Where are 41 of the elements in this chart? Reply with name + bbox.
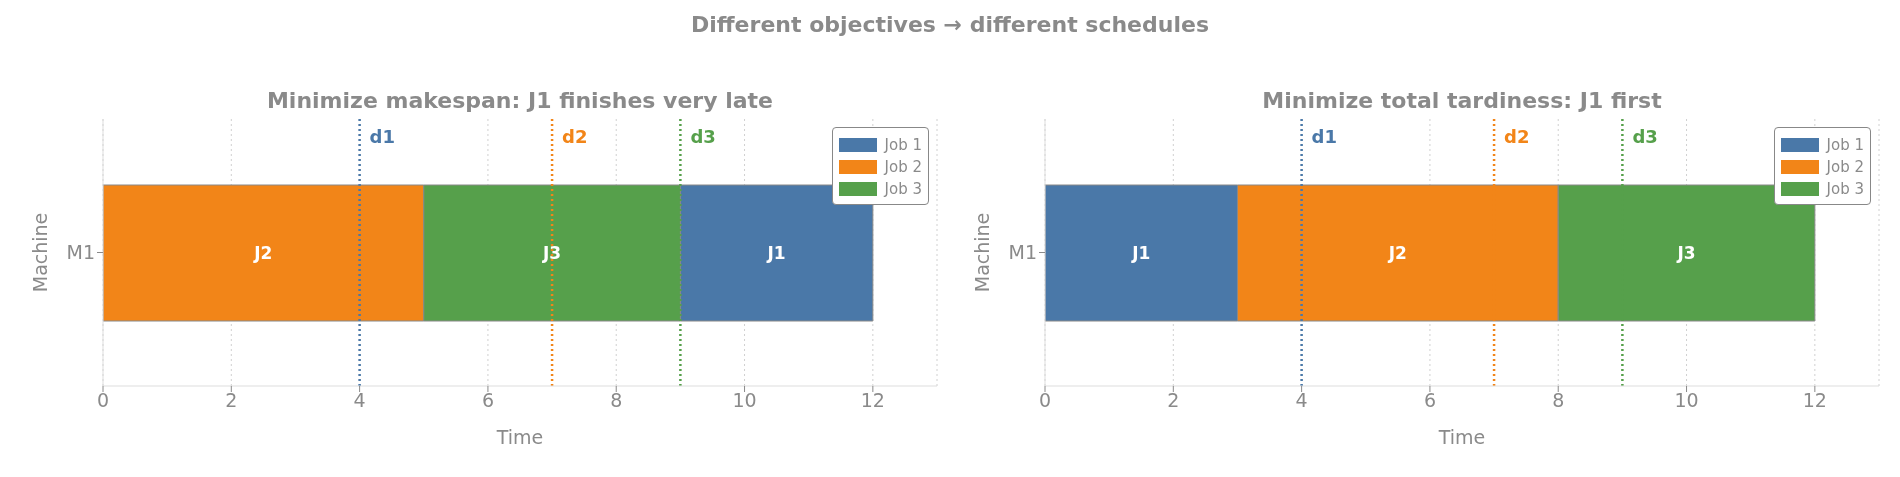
legend-label: Job 3 <box>884 180 922 198</box>
x-tick-label: 8 <box>1552 389 1565 412</box>
data-label: J2 <box>253 243 273 263</box>
x-tick-label: 8 <box>610 389 623 412</box>
x-tick-label: 10 <box>1674 389 1699 412</box>
legend-label: Job 3 <box>1826 180 1864 198</box>
x-tick-label: 4 <box>353 389 366 412</box>
x-tick-label: 12 <box>1802 389 1827 412</box>
legend-label: Job 1 <box>1826 136 1864 154</box>
x-axis-title: Time <box>495 426 544 448</box>
ref-line-label: d2 <box>562 126 588 147</box>
legend-label: Job 1 <box>884 136 922 154</box>
y-axis-title: Machine <box>28 212 51 293</box>
x-tick-label: 2 <box>1167 389 1180 412</box>
x-axis-title: Time <box>1437 426 1486 448</box>
x-tick-label: 0 <box>96 389 110 412</box>
data-label: J2 <box>1387 243 1407 263</box>
x-tick-label: 0 <box>1038 389 1052 412</box>
x-tick-label: 2 <box>225 389 238 412</box>
x-tick-label: 4 <box>1295 389 1308 412</box>
text: Different objectives → different schedules <box>690 12 1210 37</box>
ref-line-label: d2 <box>1504 126 1530 147</box>
chart-title: Minimize total tardiness: J1 first <box>1261 88 1663 113</box>
legend-label: Job 2 <box>884 158 922 176</box>
ref-line-label: d1 <box>369 126 396 147</box>
y-tick-label: M1 <box>66 241 95 264</box>
ref-line-label: d3 <box>1632 126 1658 147</box>
chart-title: Minimize makespan: J1 finishes very late <box>265 88 775 113</box>
ref-line-label: d1 <box>1311 126 1338 147</box>
data-label: J3 <box>542 243 562 263</box>
ref-line-label: d3 <box>690 126 716 147</box>
legend-label: Job 2 <box>1826 158 1864 176</box>
x-tick-label: 10 <box>732 389 757 412</box>
data-label: J1 <box>766 243 786 263</box>
y-tick-label: M1 <box>1008 241 1037 264</box>
y-axis-title: Machine <box>970 212 993 293</box>
x-tick-label: 12 <box>860 389 885 412</box>
data-label: J3 <box>1676 243 1696 263</box>
x-tick-label: 6 <box>1423 389 1436 412</box>
x-tick-label: 6 <box>481 389 494 412</box>
data-label: J1 <box>1131 243 1151 263</box>
